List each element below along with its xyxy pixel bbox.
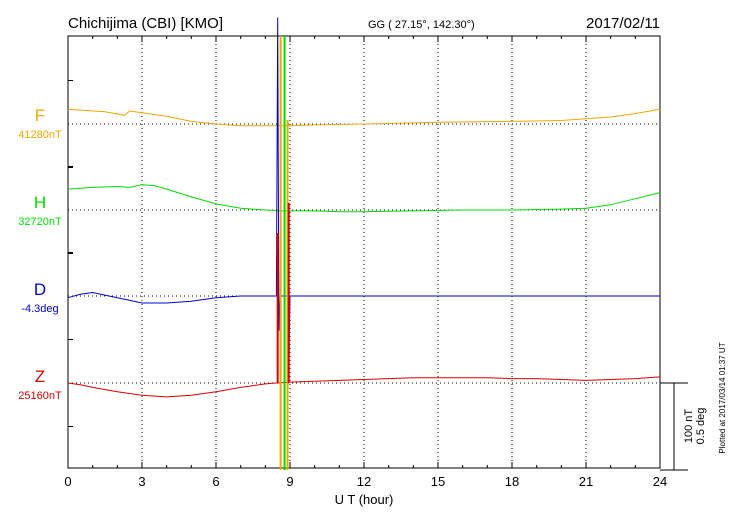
chart-date: 2017/02/11 <box>586 15 660 32</box>
scale-bar: 100 nT 0.5 deg <box>660 382 707 471</box>
component-labels: F 41280nT H 32720nT D -4.3deg Z 25160nT <box>18 106 62 402</box>
grid-lines <box>68 36 660 468</box>
series-group <box>67 17 661 470</box>
component-baseline-Z: 25160nT <box>18 390 62 402</box>
component-letter-F: F <box>35 106 45 125</box>
station-title: Chichijima (CBI) [KMO] <box>68 15 223 32</box>
x-tick-label-12: 12 <box>357 474 371 489</box>
x-tick-label-9: 9 <box>286 474 293 489</box>
x-tick-label-3: 3 <box>138 474 145 489</box>
x-tick-label-24: 24 <box>653 474 667 489</box>
component-baseline-D: -4.3deg <box>21 303 58 315</box>
x-axis-label: U T (hour) <box>335 492 394 507</box>
x-ticks: 0 3 6 9 12 15 18 21 24 <box>64 36 667 489</box>
plotted-timestamp: Plotted at 2017/03/14 01:37 UT <box>718 342 727 453</box>
x-tick-label-21: 21 <box>579 474 593 489</box>
x-tick-label-6: 6 <box>212 474 219 489</box>
x-tick-label-18: 18 <box>505 474 519 489</box>
component-baseline-H: 32720nT <box>18 216 62 228</box>
series-line-D <box>67 17 660 366</box>
scale-deg-label: 0.5 deg <box>695 408 707 445</box>
component-letter-H: H <box>34 193 46 212</box>
component-baseline-F: 41280nT <box>18 129 62 141</box>
x-tick-label-15: 15 <box>431 474 445 489</box>
series-line-Z <box>67 376 661 398</box>
component-letter-Z: Z <box>35 367 45 386</box>
component-letter-D: D <box>34 280 46 299</box>
station-coordinates: GG ( 27.15°, 142.30°) <box>368 19 475 31</box>
scale-nt-label: 100 nT <box>683 409 695 444</box>
x-tick-label-0: 0 <box>64 474 71 489</box>
series-line-F <box>67 108 661 127</box>
